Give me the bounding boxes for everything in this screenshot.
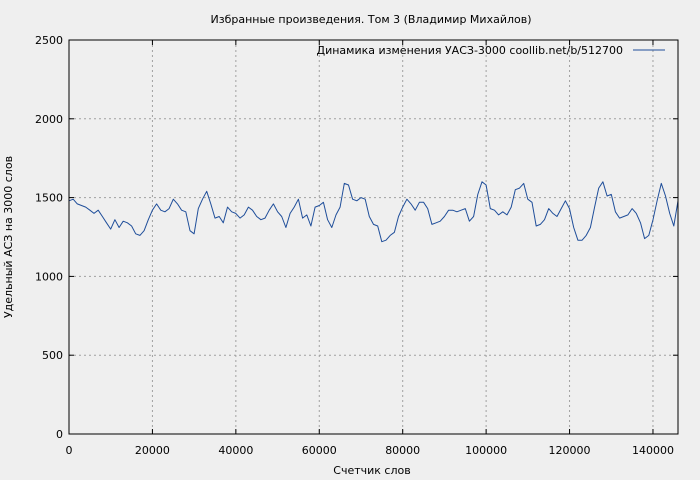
x-tick-label: 80000: [385, 444, 420, 457]
y-tick-label: 0: [56, 428, 63, 441]
x-tick-label: 100000: [465, 444, 507, 457]
x-tick-label: 0: [66, 444, 73, 457]
x-tick-label: 120000: [549, 444, 591, 457]
series-line: [68, 181, 679, 243]
y-tick-label: 2000: [35, 113, 63, 126]
x-axis-label: Счетчик слов: [333, 464, 410, 477]
y-axis-label: Удельный АСЗ на 3000 слов: [2, 156, 15, 318]
x-tick-label: 20000: [135, 444, 170, 457]
legend-label: Динамика изменения УАСЗ-3000 coollib.net…: [317, 44, 624, 57]
x-tick-label: 40000: [218, 444, 253, 457]
x-tick-label: 140000: [632, 444, 674, 457]
x-tick-label: 60000: [302, 444, 337, 457]
plot-frame: [68, 39, 679, 435]
y-tick-label: 500: [42, 349, 63, 362]
y-tick-label: 1500: [35, 192, 63, 205]
chart-title: Избранные произведения. Том 3 (Владимир …: [211, 13, 532, 26]
y-tick-label: 2500: [35, 34, 63, 47]
y-tick-label: 1000: [35, 270, 63, 283]
axes: 0 500 1000 1500 2000 2500 0 20000 40000 60000 8000…: [35, 34, 678, 457]
legend: Динамика изменения УАСЗ-3000 coollib.net…: [317, 44, 665, 57]
series-layer: [68, 181, 679, 243]
grid: [69, 40, 678, 434]
